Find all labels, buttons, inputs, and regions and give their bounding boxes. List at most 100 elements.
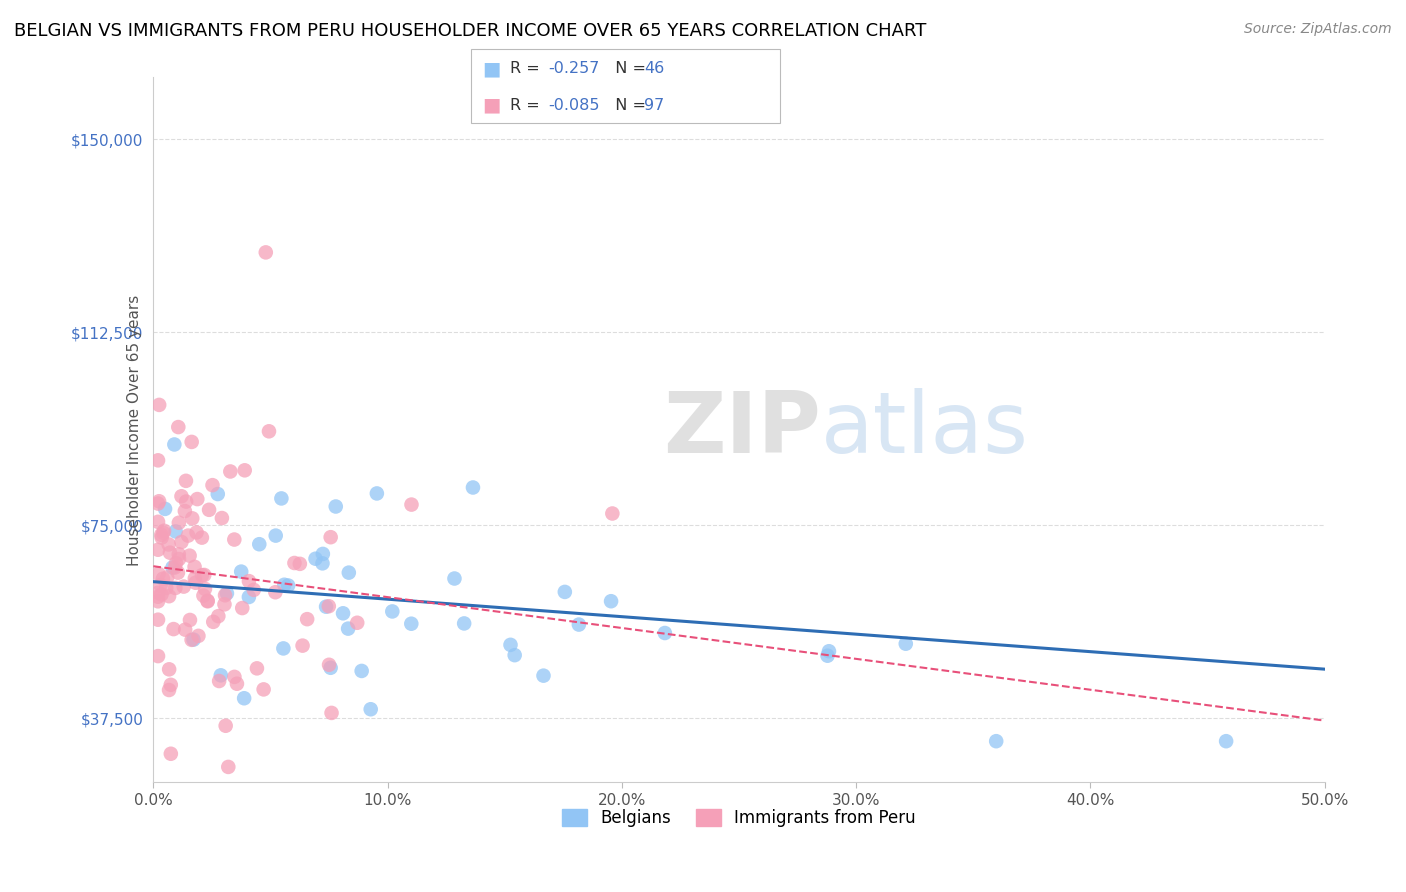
- Point: [162, 560, 184, 574]
- Point: [257, 425, 280, 439]
- Point: [238, 590, 260, 604]
- Point: [148, 494, 170, 508]
- Point: [291, 639, 314, 653]
- Point: [533, 668, 555, 682]
- Point: [150, 528, 173, 542]
- Point: [194, 582, 217, 596]
- Point: [318, 657, 340, 672]
- Point: [254, 245, 277, 260]
- Point: [177, 528, 200, 542]
- Point: [461, 481, 484, 495]
- Point: [443, 572, 465, 586]
- Point: [252, 682, 274, 697]
- Point: [215, 719, 238, 733]
- Point: [224, 533, 246, 547]
- Point: [283, 556, 305, 570]
- Point: [321, 706, 343, 720]
- Point: [179, 549, 201, 563]
- Point: [264, 585, 287, 599]
- Point: [191, 568, 214, 582]
- Point: [157, 537, 180, 551]
- Point: [315, 599, 337, 614]
- Point: [215, 586, 238, 600]
- Point: [233, 691, 256, 706]
- Point: [277, 578, 299, 592]
- Point: [146, 649, 169, 664]
- Point: [288, 557, 311, 571]
- Point: [167, 552, 190, 566]
- Point: [155, 581, 177, 595]
- Point: [193, 568, 215, 582]
- Point: [208, 673, 231, 688]
- Point: [153, 524, 176, 538]
- Point: [174, 623, 197, 637]
- Point: [146, 586, 169, 600]
- Point: [325, 500, 347, 514]
- Point: [184, 575, 207, 590]
- Point: [1215, 734, 1237, 748]
- Point: [183, 559, 205, 574]
- Point: [179, 613, 201, 627]
- Point: [226, 677, 249, 691]
- Point: [224, 670, 246, 684]
- Point: [183, 632, 205, 647]
- Point: [319, 530, 342, 544]
- Point: [247, 537, 270, 551]
- Point: [202, 615, 225, 629]
- Point: [346, 615, 368, 630]
- Point: [146, 594, 169, 608]
- Point: [186, 525, 208, 540]
- Point: [186, 492, 208, 507]
- Point: [181, 511, 204, 525]
- Point: [246, 661, 269, 675]
- Point: [319, 661, 342, 675]
- Point: [337, 566, 360, 580]
- Point: [146, 453, 169, 467]
- Point: [818, 644, 841, 658]
- Point: [162, 622, 184, 636]
- Text: ZIP: ZIP: [664, 388, 821, 471]
- Point: [167, 516, 190, 530]
- Text: -0.257: -0.257: [548, 62, 600, 76]
- Point: [817, 648, 839, 663]
- Point: [273, 578, 295, 592]
- Point: [401, 498, 423, 512]
- Y-axis label: Householder Income Over 65 years: Householder Income Over 65 years: [127, 294, 142, 566]
- Point: [152, 572, 174, 586]
- Point: [165, 524, 187, 539]
- Point: [270, 491, 292, 506]
- Point: [170, 535, 193, 549]
- Text: atlas: atlas: [821, 388, 1029, 471]
- Point: [217, 760, 239, 774]
- Point: [197, 594, 219, 608]
- Point: [207, 609, 229, 624]
- Point: [153, 502, 176, 516]
- Point: [157, 683, 180, 698]
- Point: [654, 626, 676, 640]
- Point: [184, 571, 207, 585]
- Point: [453, 616, 475, 631]
- Point: [894, 637, 917, 651]
- Point: [401, 616, 423, 631]
- Point: [157, 662, 180, 676]
- Text: ■: ■: [482, 95, 501, 115]
- Point: [312, 547, 335, 561]
- Point: [201, 478, 224, 492]
- Point: [273, 641, 295, 656]
- Point: [304, 551, 326, 566]
- Point: [337, 622, 360, 636]
- Text: 97: 97: [644, 98, 664, 112]
- Point: [149, 578, 172, 592]
- Point: [191, 531, 214, 545]
- Text: ■: ■: [482, 59, 501, 78]
- Point: [986, 734, 1008, 748]
- Point: [214, 588, 236, 602]
- Point: [499, 638, 522, 652]
- Point: [167, 547, 190, 561]
- Point: [360, 702, 382, 716]
- Point: [219, 465, 242, 479]
- Point: [381, 604, 404, 618]
- Point: [165, 556, 187, 570]
- Point: [242, 582, 264, 597]
- Point: [174, 474, 197, 488]
